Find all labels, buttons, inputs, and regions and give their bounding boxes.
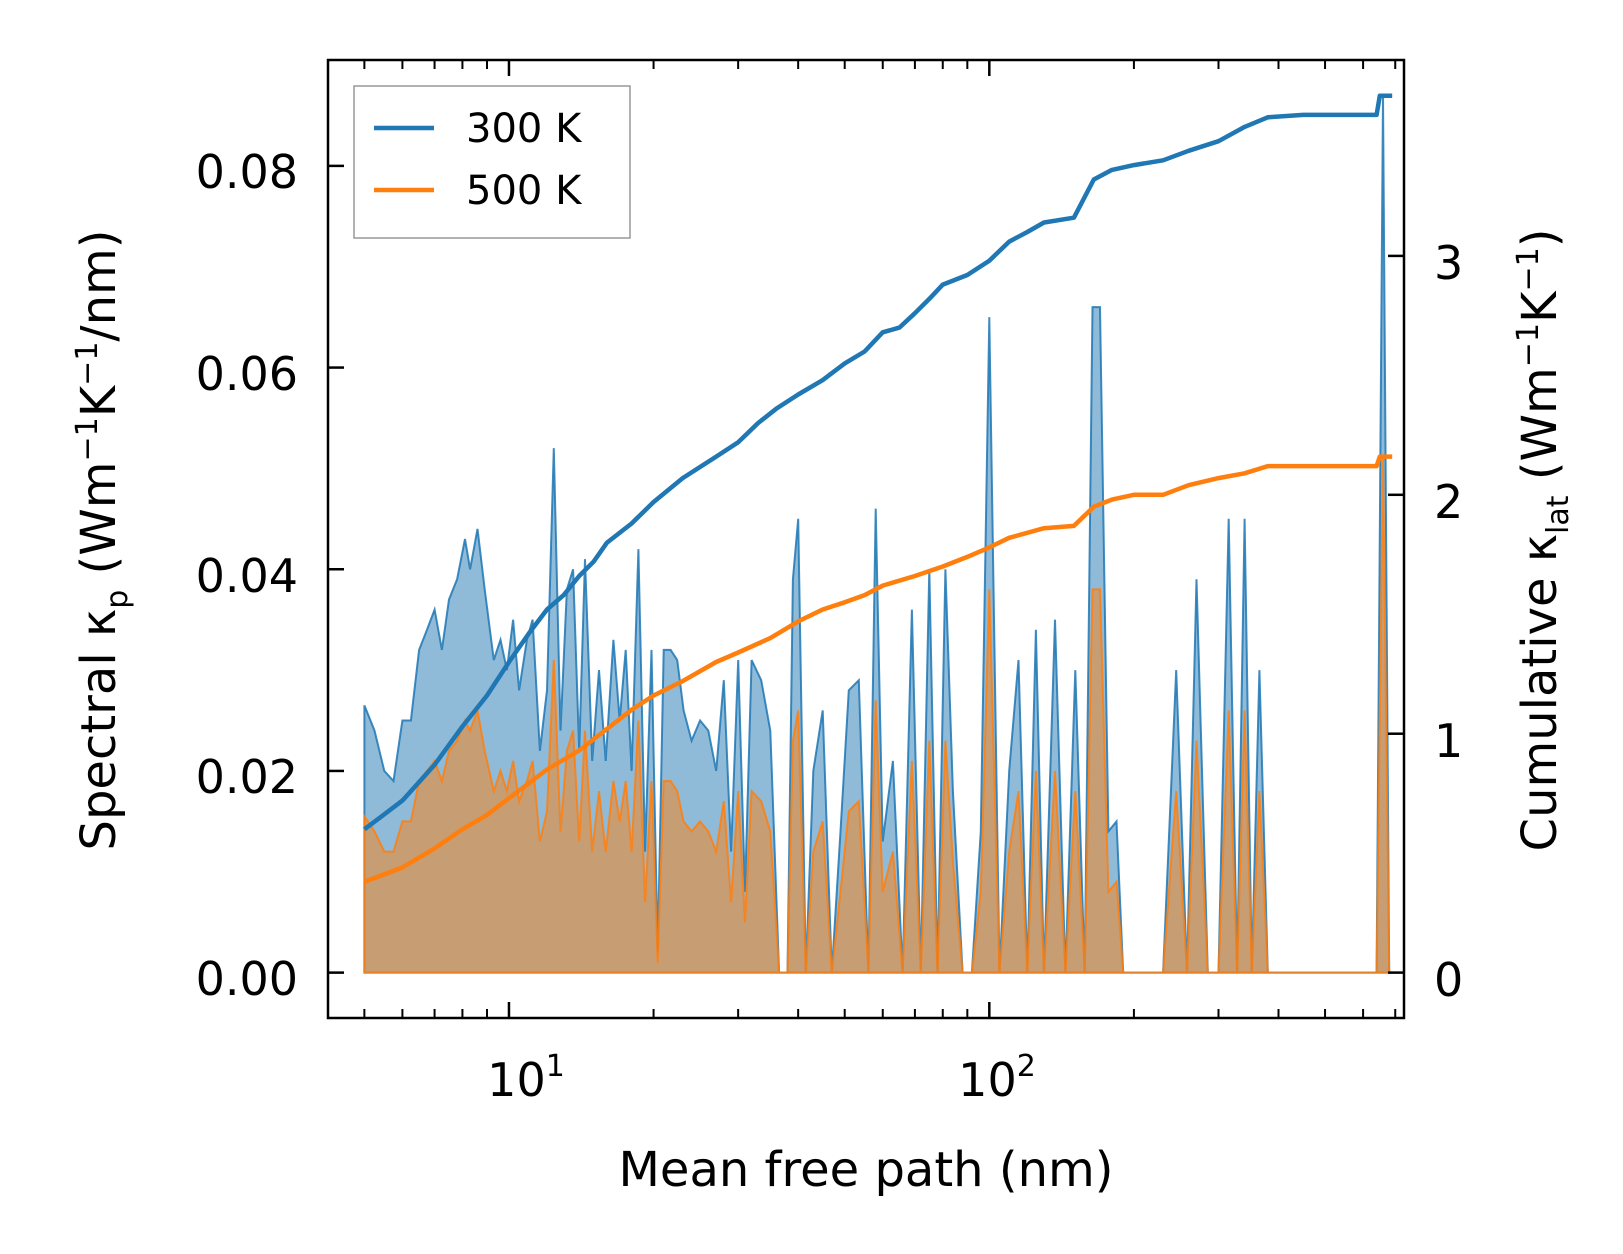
spectral-area-500k <box>363 458 1391 974</box>
x-tick-10-base: 10 <box>487 1053 546 1107</box>
y-right-tick-label-3: 3 <box>1434 236 1463 290</box>
y-left-tick-label-2: 0.04 <box>196 549 298 603</box>
y-right-title-prefix: Cumulative κ <box>1512 534 1568 852</box>
y-left-title-sup2: −1 <box>70 342 105 386</box>
y-right-tick-label-0: 0 <box>1434 953 1463 1007</box>
y-right-tick-label-1: 1 <box>1434 714 1463 768</box>
x-tick-10-exp: 1 <box>546 1049 565 1084</box>
x-tick-label-10: 101 <box>487 1049 565 1107</box>
y-left-title-prefix: Spectral κ <box>71 609 127 851</box>
y-right-title-sup2: −1 <box>1511 247 1546 291</box>
x-tick-100-base: 10 <box>958 1053 1017 1107</box>
x-axis-title: Mean free path (nm) <box>619 1142 1114 1198</box>
y-right-axis-title: Cumulative κlat (Wm−1K−1) <box>1511 229 1576 852</box>
x-tick-100-exp: 2 <box>1017 1049 1036 1084</box>
y-right-title-sup1: −1 <box>1511 323 1546 367</box>
y-left-title-mid1: (Wm <box>71 462 127 590</box>
y-left-title-sub: p <box>100 590 135 609</box>
y-right-title-mid2: K <box>1512 290 1568 323</box>
x-tick-label-100: 102 <box>958 1049 1036 1107</box>
legend-box <box>353 85 631 239</box>
y-right-tick-label-2: 2 <box>1434 475 1463 529</box>
cumulative-line-300k <box>363 93 1393 832</box>
cumulative-line-layer <box>363 93 1393 884</box>
legend: 300 K 500 K <box>353 85 631 239</box>
plot-frame <box>326 58 1406 1020</box>
y-left-tick-label-3: 0.06 <box>196 347 298 401</box>
y-right-title-sub: lat <box>1541 495 1576 534</box>
y-left-tick-label-0: 0.00 <box>196 952 298 1006</box>
y-left-title-mid2: K <box>71 384 127 417</box>
y-left-title-sup1: −1 <box>70 417 105 461</box>
y-right-title-mid1: (Wm <box>1512 367 1568 495</box>
y-right-title-suffix: ) <box>1512 229 1568 248</box>
cumulative-line-500k <box>363 454 1393 884</box>
legend-label-500k: 500 K <box>466 168 583 214</box>
y-left-tick-label-4: 0.08 <box>196 145 298 199</box>
legend-label-300k: 300 K <box>466 106 583 152</box>
y-left-axis-title: Spectral κp (Wm−1K−1/nm) <box>70 230 135 851</box>
tick-layer <box>328 60 1404 1018</box>
y-left-tick-label-1: 0.02 <box>196 750 298 804</box>
spectral-area-layer <box>363 95 1391 974</box>
y-left-title-suffix: /nm) <box>71 230 127 342</box>
